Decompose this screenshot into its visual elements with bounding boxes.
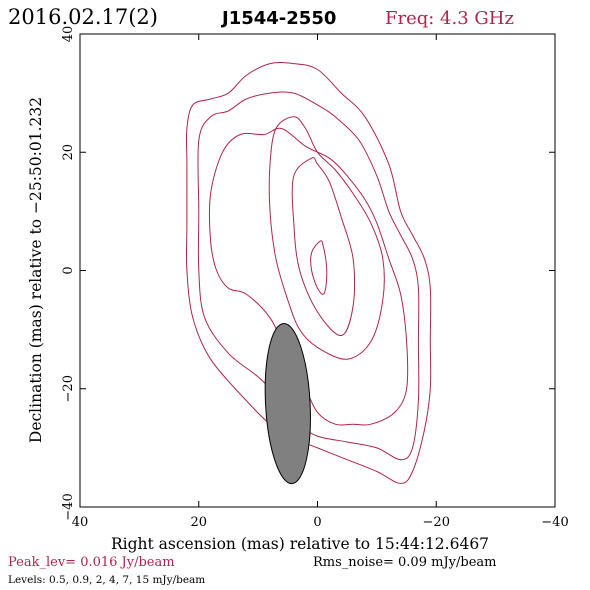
contour-levels: Levels: 0.5, 0.9, 2, 4, 7, 15 mJy/beam — [8, 574, 205, 586]
beam-group — [264, 322, 311, 485]
rms-noise: Rms_noise= 0.09 mJy/beam — [313, 555, 496, 570]
contour-line — [310, 240, 328, 295]
x-tick-label: 0 — [313, 515, 321, 530]
y-tick-label: 20 — [61, 144, 76, 161]
source-name: J1544-2550 — [220, 8, 336, 29]
y-tick-label: −20 — [61, 375, 76, 402]
tick-group — [79, 33, 556, 508]
y-tick-label: 40 — [61, 26, 76, 43]
y-axis-label: Declination (mas) relative to −25:50:01.… — [27, 97, 45, 443]
beam-ellipse — [264, 322, 311, 485]
x-tick-label: 20 — [190, 515, 207, 530]
contour-line — [185, 61, 432, 484]
x-tick-label: 40 — [72, 515, 89, 530]
contour-line — [291, 157, 356, 336]
tick-label-group: 40 20 0 −20 −40 −40 −20 0 20 40 — [61, 26, 569, 530]
contour-line — [208, 127, 409, 426]
peak-level: Peak_lev= 0.016 Jy/beam — [8, 555, 175, 570]
y-tick-label: −40 — [61, 493, 76, 520]
frequency-label: Freq: 4.3 GHz — [385, 8, 514, 29]
observation-date: 2016.02.17(2) — [8, 5, 158, 29]
x-tick-label: −20 — [423, 515, 450, 530]
x-tick-label: −40 — [541, 515, 568, 530]
contour-group — [185, 61, 432, 484]
contour-line — [197, 91, 420, 461]
contour-line — [268, 116, 385, 360]
x-axis-label: Right ascension (mas) relative to 15:44:… — [111, 535, 489, 553]
y-tick-label: 0 — [61, 266, 76, 274]
